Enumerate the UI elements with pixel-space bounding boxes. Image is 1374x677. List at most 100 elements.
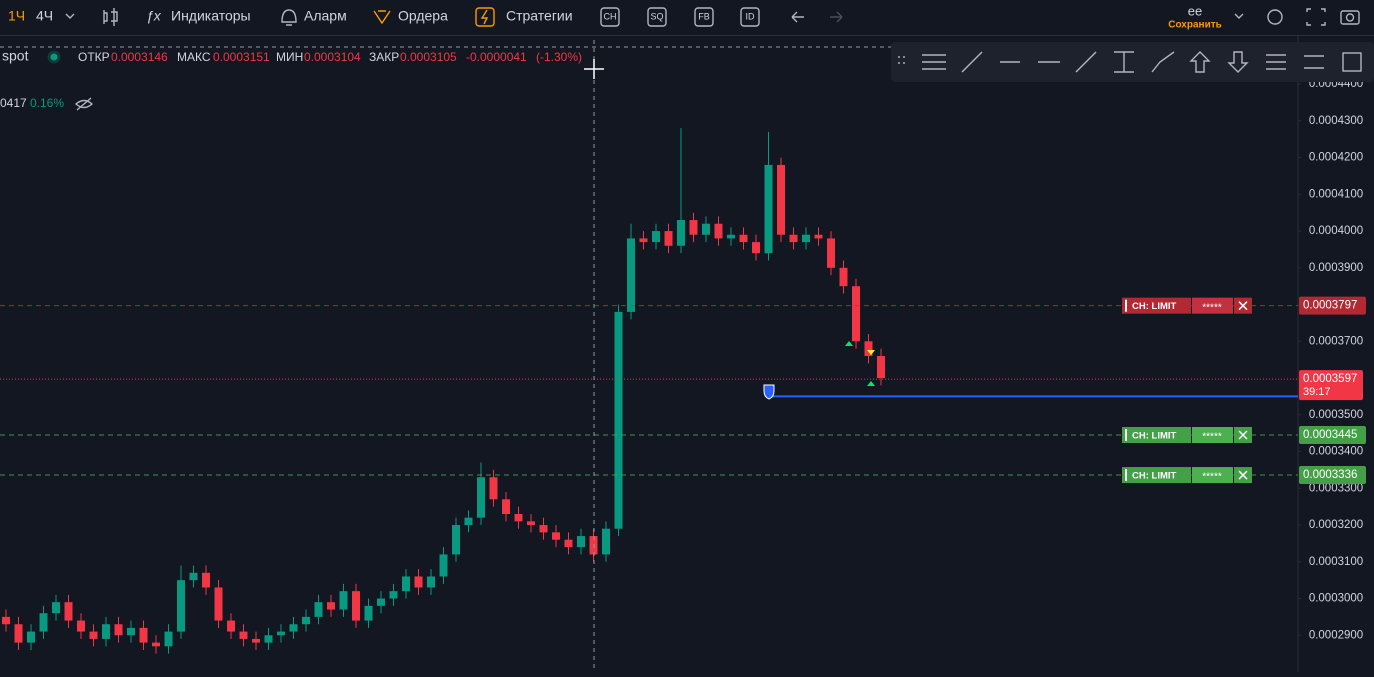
candle-body bbox=[652, 231, 660, 243]
order-label-edge bbox=[1125, 469, 1127, 482]
tool-button[interactable] bbox=[1266, 54, 1286, 70]
chart-type-icon[interactable] bbox=[103, 8, 118, 26]
screenshot-button[interactable] bbox=[1340, 10, 1360, 25]
order-label: CH: LIMIT bbox=[1132, 301, 1177, 312]
candle-body bbox=[227, 620, 235, 632]
candle-body bbox=[339, 591, 348, 610]
order-price-tag bbox=[1299, 426, 1366, 444]
order-qty-box bbox=[1192, 427, 1233, 443]
candle-body bbox=[14, 624, 23, 643]
tool-button[interactable] bbox=[1227, 51, 1249, 73]
candle-body bbox=[302, 616, 310, 625]
layout-name[interactable]: ee bbox=[1188, 3, 1202, 18]
candle-body bbox=[564, 539, 573, 548]
order-label-box bbox=[1122, 467, 1191, 484]
tool-button[interactable] bbox=[1304, 55, 1324, 69]
candle-body bbox=[627, 238, 635, 312]
price-axis bbox=[1298, 36, 1374, 672]
y-tick-label: 0.0003400 bbox=[1309, 446, 1363, 458]
stop-marker[interactable] bbox=[763, 384, 775, 400]
candle-body bbox=[639, 238, 648, 243]
tab-button[interactable]: FB bbox=[698, 11, 710, 21]
tool-button[interactable] bbox=[1151, 51, 1175, 73]
sell-marker bbox=[867, 350, 875, 355]
order-qty-box bbox=[1192, 467, 1233, 484]
legend-label: МАКС bbox=[177, 50, 211, 64]
tab-button[interactable]: SQ bbox=[650, 11, 663, 21]
order-qty: ***** bbox=[1202, 472, 1222, 483]
y-tick-label: 0.0003300 bbox=[1309, 482, 1363, 494]
tool-button[interactable] bbox=[1075, 51, 1097, 73]
market-status bbox=[47, 50, 61, 64]
legend-label: ЗАКР bbox=[369, 50, 399, 64]
candle-body bbox=[752, 242, 760, 254]
tool-button[interactable] bbox=[1189, 51, 1211, 73]
fx-icon[interactable]: ƒx bbox=[146, 8, 162, 24]
hide-indicator-button[interactable] bbox=[74, 97, 94, 111]
tab-box[interactable] bbox=[694, 7, 714, 27]
candle-body bbox=[689, 220, 698, 235]
tab-box[interactable] bbox=[647, 7, 667, 27]
save-button[interactable]: Сохранить bbox=[1168, 20, 1222, 31]
candle-body bbox=[439, 554, 448, 577]
candle-body bbox=[127, 627, 135, 636]
candle-body bbox=[27, 631, 35, 643]
interval-dropdown[interactable] bbox=[65, 13, 75, 19]
candle-body bbox=[239, 631, 248, 639]
candle-body bbox=[839, 267, 848, 287]
y-tick-label: 0.0003100 bbox=[1309, 556, 1363, 568]
order-price-label: 0.0003445 bbox=[1303, 429, 1357, 441]
candle-body bbox=[664, 231, 673, 246]
order-cancel-icon bbox=[1238, 301, 1248, 311]
candle-body bbox=[852, 286, 860, 342]
indicators-button[interactable]: Индикаторы bbox=[171, 8, 251, 24]
redo-button[interactable] bbox=[830, 11, 843, 23]
interval-button[interactable]: 1Ч bbox=[8, 8, 25, 24]
order-price-label: 0.0003336 bbox=[1303, 469, 1357, 481]
screenshot-icon bbox=[1345, 13, 1355, 22]
fullscreen-button[interactable] bbox=[1306, 8, 1326, 26]
tool-button[interactable] bbox=[961, 51, 983, 73]
tool-button[interactable] bbox=[922, 54, 946, 70]
candle-body bbox=[539, 525, 548, 533]
y-tick-label: 0.0003500 bbox=[1309, 409, 1363, 421]
candle-body bbox=[102, 624, 110, 639]
y-tick-label: 0.0004000 bbox=[1309, 225, 1363, 237]
tab-box[interactable] bbox=[600, 7, 620, 27]
candle-body bbox=[464, 517, 473, 526]
tool-button[interactable] bbox=[1342, 52, 1362, 72]
settings-button[interactable] bbox=[1267, 9, 1283, 25]
candle-body bbox=[189, 572, 198, 581]
order-cancel-icon bbox=[1238, 470, 1248, 480]
candle-body bbox=[389, 591, 398, 599]
strategies-icon[interactable] bbox=[475, 7, 495, 27]
interval-button[interactable]: 4Ч bbox=[36, 8, 53, 24]
candle-body bbox=[377, 598, 385, 606]
strategies-button[interactable]: Стратегии bbox=[506, 8, 573, 24]
candle-body bbox=[802, 234, 810, 243]
order-label-edge bbox=[1125, 299, 1127, 312]
candle-body bbox=[814, 234, 823, 239]
alerts-button[interactable]: Аларм bbox=[304, 8, 347, 24]
undo-button[interactable] bbox=[791, 11, 804, 23]
tool-button[interactable] bbox=[1114, 51, 1134, 73]
tab-button[interactable]: CH bbox=[604, 11, 617, 21]
layout-dropdown[interactable] bbox=[1234, 13, 1244, 19]
orders-icon[interactable] bbox=[373, 10, 391, 25]
drag-handle[interactable] bbox=[898, 56, 905, 64]
cursor bbox=[584, 59, 604, 79]
order-label-edge bbox=[1125, 429, 1127, 441]
candle-body bbox=[827, 238, 835, 268]
order-qty: ***** bbox=[1202, 432, 1222, 443]
tab-button[interactable]: ID bbox=[746, 11, 756, 21]
orders-button[interactable]: Ордера bbox=[398, 8, 448, 24]
candle-body bbox=[714, 223, 723, 239]
order-qty: ***** bbox=[1202, 302, 1222, 313]
tab-box[interactable] bbox=[740, 7, 760, 27]
candle-body bbox=[264, 635, 273, 643]
candle-body bbox=[514, 514, 523, 522]
candle-body bbox=[402, 576, 410, 592]
alert-icon[interactable] bbox=[281, 9, 297, 26]
candle-body bbox=[364, 605, 373, 621]
